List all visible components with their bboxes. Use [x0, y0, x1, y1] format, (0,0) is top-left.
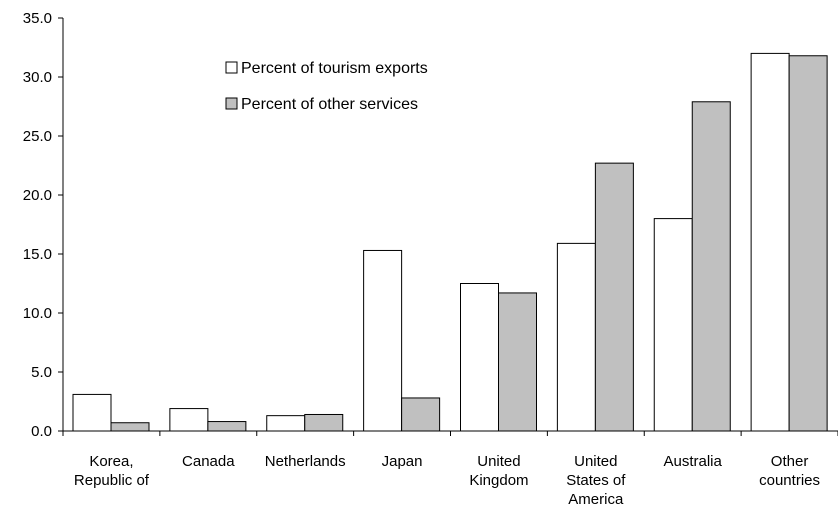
x-axis: Korea, Republic of Canada Netherlands Japan U… — [62, 430, 838, 508]
bar-tourism-exports — [363, 249, 403, 432]
x-category-label: States of — [566, 472, 626, 489]
x-category-label: United — [477, 453, 520, 470]
bar-other-services — [498, 292, 537, 432]
bar-other-services — [594, 162, 634, 432]
bars — [72, 52, 828, 432]
y-tick-label: 30.0 — [23, 69, 52, 86]
legend: Percent of tourism exports Percent of oth… — [225, 60, 428, 113]
y-tick-label: 15.0 — [23, 246, 52, 263]
bar-tourism-exports — [266, 415, 306, 432]
y-tick-label: 0.0 — [31, 423, 52, 440]
legend-label: Percent of other services — [241, 96, 418, 113]
x-category-label: countries — [759, 472, 820, 489]
y-tick-label: 10.0 — [23, 305, 52, 322]
bar-tourism-exports — [169, 408, 209, 432]
bar-other-services — [788, 55, 828, 432]
bar-other-services — [691, 101, 731, 432]
legend-swatch — [225, 97, 238, 110]
bar-other-services — [304, 413, 344, 432]
y-axis: 0.0 5.0 10.0 15.0 20.0 25.0 30.0 35.0 — [23, 10, 64, 440]
x-category-label: Republic of — [74, 472, 150, 489]
bar-other-services — [401, 397, 441, 432]
legend-swatch — [225, 61, 238, 74]
bar-other-services — [207, 421, 247, 432]
x-category-label: America — [568, 491, 624, 508]
x-category-label: Korea, — [89, 453, 133, 470]
x-category-label: Japan — [382, 453, 423, 470]
y-tick-label: 25.0 — [23, 128, 52, 145]
bar-tourism-exports — [556, 242, 596, 432]
x-category-label: United — [574, 453, 617, 470]
bar-tourism-exports — [72, 393, 112, 432]
bar-other-services — [110, 422, 150, 432]
x-category-label: Netherlands — [265, 453, 346, 470]
y-tick-label: 35.0 — [23, 10, 52, 27]
bar-tourism-exports — [750, 52, 790, 432]
bar-tourism-exports — [460, 283, 499, 432]
x-category-label: Canada — [182, 453, 235, 470]
x-category-label: Australia — [664, 453, 723, 470]
y-tick-label: 20.0 — [23, 187, 52, 204]
x-category-label: Kingdom — [469, 472, 528, 489]
legend-label: Percent of tourism exports — [241, 60, 428, 77]
bar-tourism-exports — [653, 218, 693, 432]
x-category-label: Other — [771, 453, 809, 470]
y-tick-label: 5.0 — [31, 364, 52, 381]
